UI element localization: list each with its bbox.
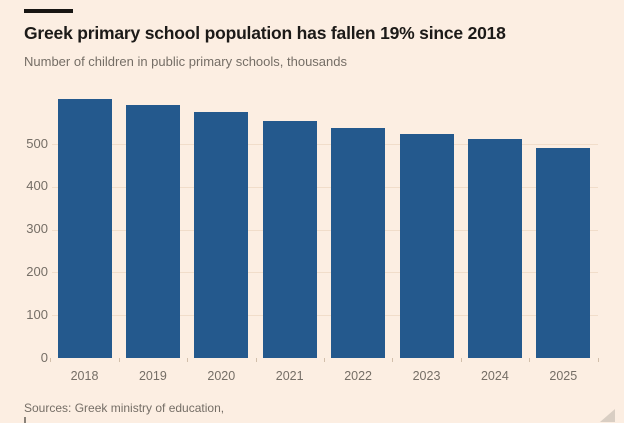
x-axis-label-2021: 2021 [275,369,304,383]
x-axis-label-2025: 2025 [549,369,578,383]
bar-2020 [194,111,249,358]
bar-2018 [57,99,112,358]
y-axis-label-100: 100 [26,306,48,322]
x-axis-label-2018: 2018 [70,369,99,383]
gridline-300 [52,229,598,231]
gridline-100 [52,315,598,317]
x-axis-tick [392,358,394,362]
x-axis-label-2020: 2020 [207,369,236,383]
bar-2024 [467,138,522,358]
bar-2019 [125,105,180,358]
x-axis-label-2023: 2023 [412,369,441,383]
title-rule [24,9,73,13]
bar-2021 [262,120,317,358]
chart-subtitle: Number of children in public primary sch… [24,54,347,69]
bar-2025 [536,147,591,358]
x-axis-tick [597,358,599,362]
x-axis-label-2022: 2022 [344,369,372,383]
x-axis-tick [187,358,189,362]
gridline-200 [52,272,598,274]
x-axis-label-2019: 2019 [138,369,167,383]
gridline-500 [52,144,598,145]
source-text: Sources: Greek ministry of education, [24,401,225,415]
x-axis-tick [118,358,120,362]
y-axis-label-400: 400 [26,178,48,194]
x-axis-tick [460,358,462,362]
x-axis-label-2024: 2024 [480,369,509,383]
y-axis-label-0: 0 [40,349,48,365]
y-axis-label-200: 200 [26,263,48,279]
gridline-400 [52,186,598,188]
resize-handle-icon[interactable] [600,409,615,422]
x-axis-tick [50,358,52,362]
chart-title: Greek primary school population has fall… [24,23,506,43]
y-axis-label-500: 500 [26,135,48,151]
y-axis-label-300: 300 [26,221,48,237]
x-axis-tick [323,358,325,362]
x-axis-tick [529,358,531,362]
bar-2022 [331,128,386,358]
cropped-text-fragment [24,417,26,423]
bar-2023 [399,134,454,358]
x-axis-tick [255,358,257,362]
